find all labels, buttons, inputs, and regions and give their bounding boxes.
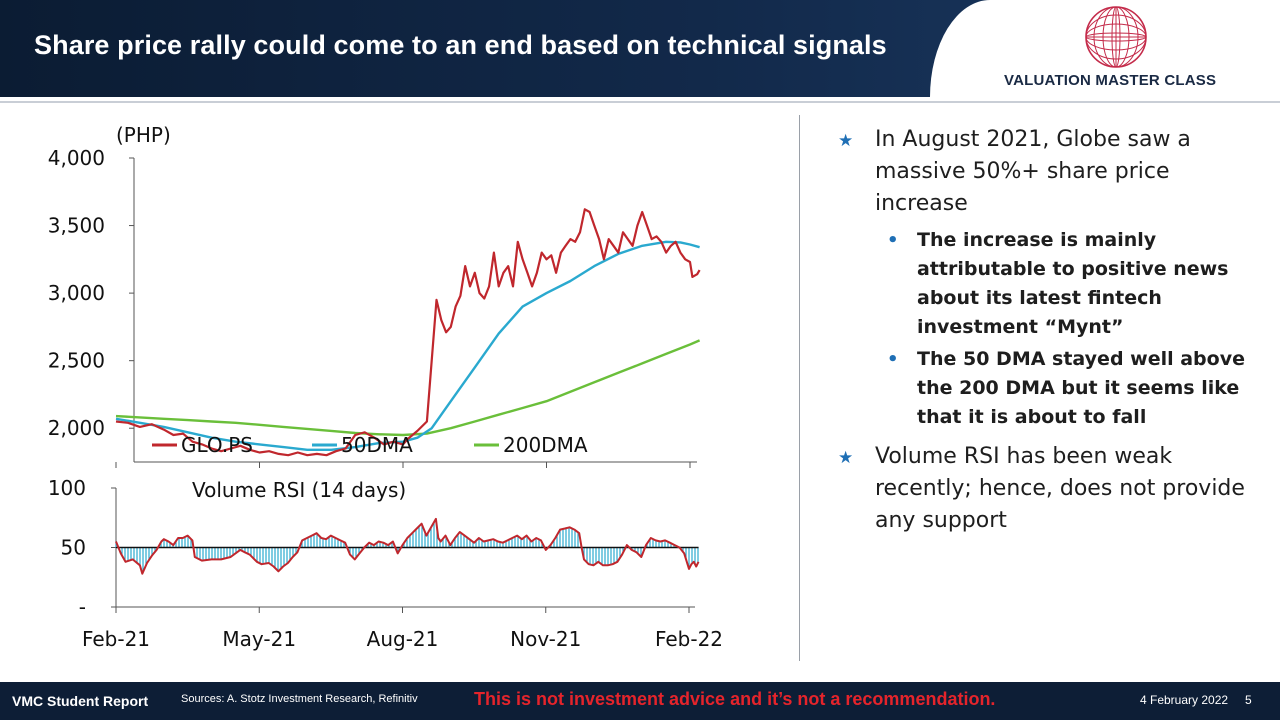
rsi-title: Volume RSI (14 days) xyxy=(192,478,406,502)
price-y-tick-label: 2,000 xyxy=(48,416,105,440)
page-number: 5 xyxy=(1245,693,1252,707)
price-y-tick-label: 3,500 xyxy=(48,214,105,238)
footer-bar: VMC Student Report Sources: A. Stotz Inv… xyxy=(0,682,1280,720)
footer-report: VMC Student Report xyxy=(12,693,149,709)
rsi-y-tick-label: 50 xyxy=(61,536,86,560)
legend-label: 50DMA xyxy=(341,433,413,457)
brand-name: VALUATION MASTER CLASS xyxy=(1004,72,1217,89)
x-tick-label: Nov-21 xyxy=(510,627,581,651)
price-y-unit: (PHP) xyxy=(116,123,171,147)
x-tick-label: Feb-21 xyxy=(82,627,150,651)
price-y-tick-label: 4,000 xyxy=(48,146,105,170)
series-line-50dma xyxy=(115,240,700,451)
x-tick-label: Aug-21 xyxy=(367,627,439,651)
bullet-dot-icon: • xyxy=(887,349,899,370)
bullet-dot-icon: • xyxy=(887,230,899,251)
page-title: Share price rally could come to an end b… xyxy=(34,30,887,60)
rsi-chart: Volume RSI (14 days) 100 50 - Feb-21 May-21… xyxy=(48,476,723,651)
footer-sources: Sources: A. Stotz Investment Research, R… xyxy=(181,693,418,705)
bullet-sub: • The 50 DMA stayed well above the 200 D… xyxy=(838,345,1268,432)
star-icon: ★ xyxy=(838,448,854,468)
bullet-text: In August 2021, Globe saw a massive 50%+… xyxy=(875,127,1191,216)
price-chart: (PHP) 4,000 3,500 3,000 2,500 2,000 GLO.PS 50… xyxy=(48,123,701,468)
footer-date: 4 February 2022 xyxy=(1140,693,1229,707)
x-tick-label: Feb-22 xyxy=(655,627,723,651)
rsi-y-tick-label: 100 xyxy=(48,476,86,500)
content-divider xyxy=(799,115,800,661)
series-line-glo-ps xyxy=(115,208,701,457)
bullet-main: ★ In August 2021, Globe saw a massive 50… xyxy=(838,124,1268,220)
bullet-sub: • The increase is mainly attributable to… xyxy=(838,226,1268,342)
legend-label: GLO.PS xyxy=(181,433,253,457)
legend-label: 200DMA xyxy=(503,433,588,457)
logo-panel xyxy=(930,0,1280,97)
globe-logo-icon xyxy=(1085,6,1147,68)
rsi-y-tick-label: - xyxy=(79,595,86,619)
star-icon: ★ xyxy=(838,131,854,151)
footer-disclaimer: This is not investment advice and it’s n… xyxy=(474,689,996,709)
header-divider xyxy=(0,101,1280,103)
commentary: ★ In August 2021, Globe saw a massive 50… xyxy=(838,124,1268,543)
bullet-sub-text: The increase is mainly attributable to p… xyxy=(917,229,1229,338)
price-y-tick-label: 3,000 xyxy=(48,281,105,305)
x-tick-label: May-21 xyxy=(222,627,296,651)
bullet-sub-text: The 50 DMA stayed well above the 200 DMA… xyxy=(917,348,1245,428)
bullet-text: Volume RSI has been weak recently; hence… xyxy=(875,444,1245,533)
price-y-tick-label: 2,500 xyxy=(48,349,105,373)
series-line-200dma xyxy=(115,339,701,437)
bullet-main: ★ Volume RSI has been weak recently; hen… xyxy=(838,441,1268,537)
rsi-line xyxy=(115,517,700,575)
